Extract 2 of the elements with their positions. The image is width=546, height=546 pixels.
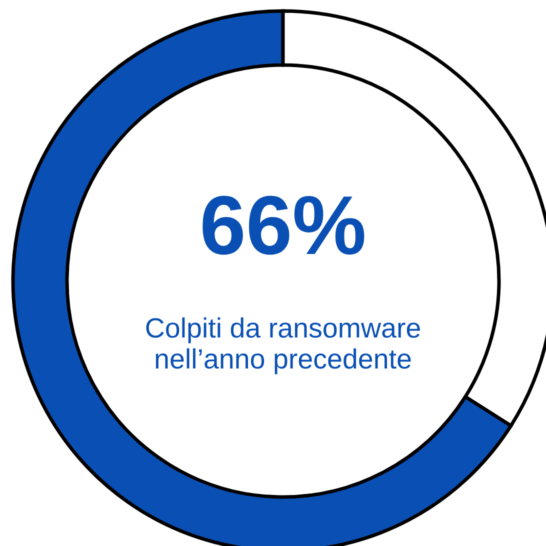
data-label: 66% bbox=[202, 196, 364, 255]
text: Colpiti da ransomware nell’anno precedente bbox=[146, 317, 420, 374]
